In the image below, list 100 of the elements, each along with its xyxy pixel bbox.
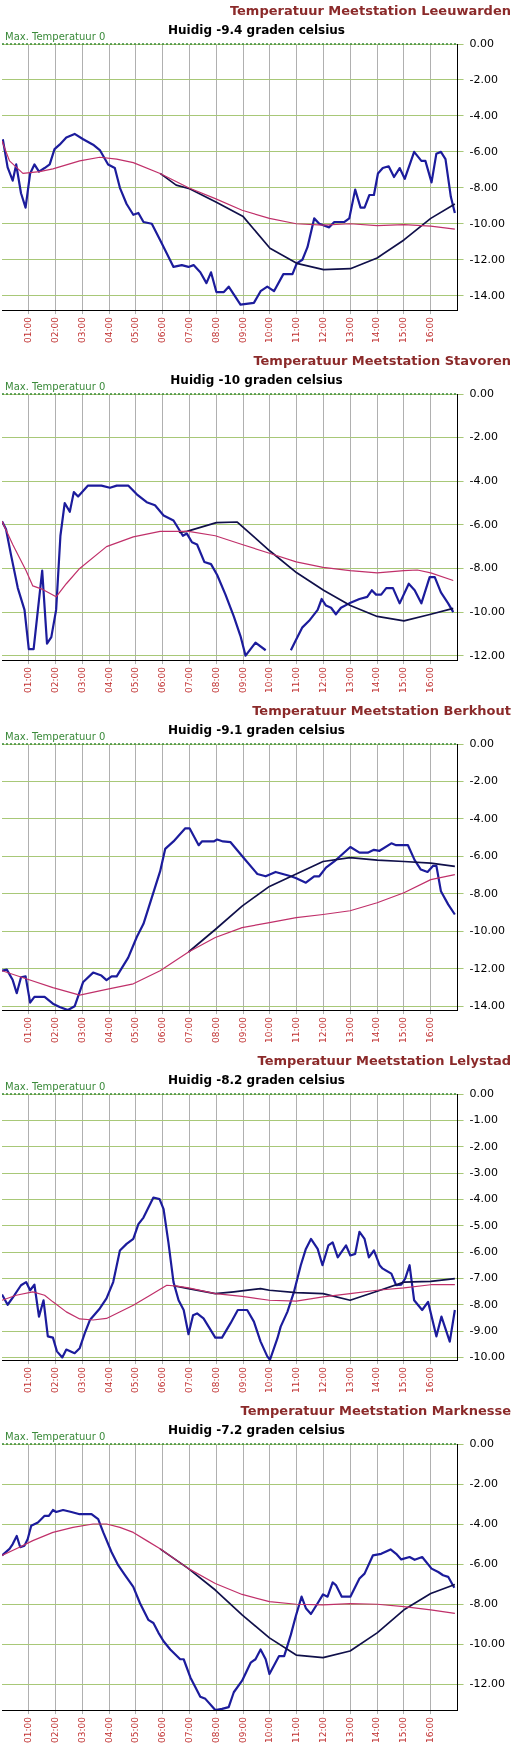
x-tick-label: 10:00 <box>264 666 275 693</box>
x-tick-label: 06:00 <box>157 1716 168 1743</box>
x-tick-label: 04:00 <box>103 1016 114 1043</box>
x-tick-label: 03:00 <box>76 666 87 693</box>
y-tick-label: -6.00 <box>469 849 499 863</box>
ref-line-label: Max. Temperatuur 0 <box>5 730 106 742</box>
x-tick-label: 01:00 <box>23 1716 34 1743</box>
x-tick-label: 10:00 <box>264 316 275 343</box>
y-tick-label: -14.00 <box>469 999 506 1013</box>
chart-title: Temperatuur Meetstation Marknesse <box>240 1403 512 1419</box>
y-tick-label: 0.00 <box>469 36 495 50</box>
x-tick-label: 07:00 <box>183 666 194 693</box>
x-tick-label: 11:00 <box>291 666 302 693</box>
y-tick-label: -8.00 <box>469 886 499 900</box>
x-tick-label: 13:00 <box>344 1366 355 1393</box>
x-tick-label: 06:00 <box>157 1016 168 1043</box>
x-tick-label: 09:00 <box>237 666 248 693</box>
x-tick-label: 07:00 <box>183 316 194 343</box>
x-tick-label: 14:00 <box>371 666 382 693</box>
chart-subtitle: Huidig -9.4 graden celsius <box>168 22 345 37</box>
x-tick-label: 01:00 <box>23 316 34 343</box>
chart-title: Temperatuur Meetstation Lelystad <box>257 1053 511 1069</box>
y-tick-label: -4.00 <box>469 811 499 825</box>
y-tick-label: -12.00 <box>469 961 506 975</box>
y-tick-label: -2.00 <box>469 72 499 86</box>
x-tick-label: 03:00 <box>76 316 87 343</box>
x-tick-label: 02:00 <box>49 1016 60 1043</box>
y-tick-label: -5.00 <box>469 1218 499 1232</box>
y-tick-label: -2.00 <box>469 774 499 788</box>
x-tick-label: 14:00 <box>371 1366 382 1393</box>
chart-subtitle: Huidig -10 graden celsius <box>170 372 343 387</box>
y-tick-label: 0.00 <box>469 1086 495 1100</box>
x-tick-label: 11:00 <box>291 316 302 343</box>
y-tick-label: -6.00 <box>469 1244 499 1258</box>
x-tick-label: 12:00 <box>317 666 328 693</box>
x-tick-label: 01:00 <box>23 1366 34 1393</box>
x-tick-label: 15:00 <box>398 316 409 343</box>
y-tick-label: -4.00 <box>469 1192 499 1206</box>
x-tick-label: 10:00 <box>264 1016 275 1043</box>
ref-line-label: Max. Temperatuur 0 <box>5 1430 106 1442</box>
x-tick-label: 04:00 <box>103 1716 114 1743</box>
x-tick-label: 08:00 <box>210 1016 221 1043</box>
x-tick-label: 16:00 <box>425 1366 436 1393</box>
y-tick-label: 0.00 <box>469 736 495 750</box>
y-tick-label: -4.00 <box>469 474 499 488</box>
y-tick-label: -4.00 <box>469 1516 499 1530</box>
x-tick-label: 02:00 <box>49 1716 60 1743</box>
x-tick-label: 11:00 <box>291 1366 302 1393</box>
y-tick-label: -3.00 <box>469 1165 499 1179</box>
y-tick-label: -12.00 <box>469 252 506 266</box>
x-tick-label: 07:00 <box>183 1016 194 1043</box>
x-tick-label: 14:00 <box>371 316 382 343</box>
x-tick-label: 06:00 <box>157 666 168 693</box>
x-tick-label: 12:00 <box>317 1366 328 1393</box>
y-tick-label: -10.00 <box>469 1636 506 1650</box>
y-tick-label: -12.00 <box>469 1676 506 1690</box>
x-tick-label: 06:00 <box>157 316 168 343</box>
y-tick-label: -6.00 <box>469 144 499 158</box>
x-tick-label: 09:00 <box>237 1016 248 1043</box>
ref-line-label: Max. Temperatuur 0 <box>5 30 106 42</box>
y-tick-label: -2.00 <box>469 1139 499 1153</box>
x-tick-label: 04:00 <box>103 316 114 343</box>
x-tick-label: 08:00 <box>210 666 221 693</box>
y-tick-label: -8.00 <box>469 1297 499 1311</box>
x-tick-label: 03:00 <box>76 1016 87 1043</box>
ref-line-label: Max. Temperatuur 0 <box>5 380 106 392</box>
y-tick-label: -8.00 <box>469 1596 499 1610</box>
x-tick-label: 12:00 <box>317 1016 328 1043</box>
chart-subtitle: Huidig -9.1 graden celsius <box>168 722 345 737</box>
x-tick-label: 08:00 <box>210 1366 221 1393</box>
y-tick-label: -10.00 <box>469 924 506 938</box>
y-tick-label: 0.00 <box>469 1436 495 1450</box>
x-tick-label: 16:00 <box>425 1716 436 1743</box>
x-tick-label: 16:00 <box>425 666 436 693</box>
y-tick-label: -9.00 <box>469 1323 499 1337</box>
y-tick-label: -4.00 <box>469 108 499 122</box>
x-tick-label: 04:00 <box>103 1366 114 1393</box>
x-tick-label: 15:00 <box>398 1366 409 1393</box>
x-tick-label: 09:00 <box>237 1366 248 1393</box>
x-tick-label: 02:00 <box>49 1366 60 1393</box>
x-tick-label: 14:00 <box>371 1716 382 1743</box>
y-tick-label: -10.00 <box>469 216 506 230</box>
y-tick-label: -6.00 <box>469 1556 499 1570</box>
x-tick-label: 04:00 <box>103 666 114 693</box>
x-tick-label: 01:00 <box>23 1016 34 1043</box>
x-tick-label: 03:00 <box>76 1366 87 1393</box>
x-tick-label: 03:00 <box>76 1716 87 1743</box>
x-tick-label: 16:00 <box>425 1016 436 1043</box>
x-tick-label: 06:00 <box>157 1366 168 1393</box>
x-tick-label: 09:00 <box>237 1716 248 1743</box>
x-tick-label: 11:00 <box>291 1016 302 1043</box>
x-tick-label: 02:00 <box>49 316 60 343</box>
x-tick-label: 12:00 <box>317 316 328 343</box>
x-tick-label: 10:00 <box>264 1716 275 1743</box>
x-tick-label: 12:00 <box>317 1716 328 1743</box>
chart-title: Temperatuur Meetstation Stavoren <box>253 353 511 369</box>
x-tick-label: 02:00 <box>49 666 60 693</box>
x-tick-label: 05:00 <box>130 666 141 693</box>
x-tick-label: 08:00 <box>210 316 221 343</box>
x-tick-label: 08:00 <box>210 1716 221 1743</box>
